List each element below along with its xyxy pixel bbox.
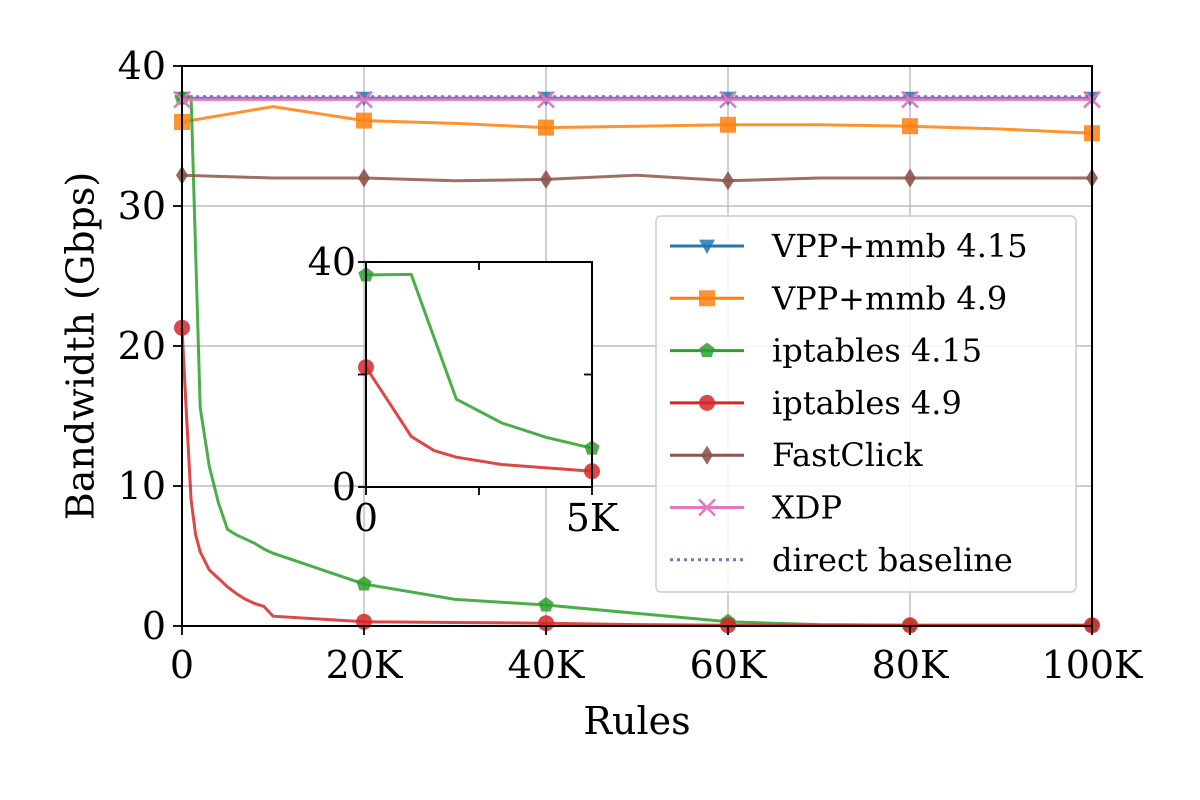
- legend-label: iptables 4.15: [772, 332, 982, 370]
- data-point-vpp-mmb-4-9: [720, 116, 736, 133]
- legend-marker: [699, 239, 715, 254]
- data-point-fastclick: [540, 169, 552, 189]
- inset-x-tick-label: 0: [354, 496, 378, 540]
- legend-label: direct baseline: [772, 541, 1013, 579]
- inset-x-tick-label: 5K: [566, 496, 619, 540]
- data-point-iptables-4-9: [538, 615, 554, 632]
- data-point-xdp: [719, 90, 737, 109]
- legend-entry-vpp-mmb-4-15: VPP+mmb 4.15: [670, 227, 1028, 265]
- data-point-iptables-4-15: [538, 597, 554, 612]
- inset-y-tick-label: 40: [308, 240, 356, 284]
- x-tick-label: 40K: [508, 643, 585, 687]
- legend-marker: [699, 342, 715, 358]
- x-tick-label: 0: [170, 643, 194, 687]
- main-axis-ticks: 0 20K 40K 60K 80K 100K 0 10 20 30 40: [118, 44, 1143, 687]
- y-tick-label: 0: [142, 604, 166, 648]
- x-axis-title: Rules: [583, 699, 690, 743]
- x-tick-label: 60K: [690, 643, 767, 687]
- y-tick-label: 20: [118, 324, 166, 368]
- inset-background: [366, 262, 592, 487]
- legend-marker: [698, 498, 716, 517]
- data-point-fastclick: [358, 168, 370, 188]
- legend-label: iptables 4.9: [772, 384, 962, 422]
- legend-label: VPP+mmb 4.15: [771, 227, 1028, 265]
- legend-label: XDP: [772, 489, 842, 527]
- inset-y-tick-label: 0: [332, 465, 356, 509]
- y-tick-label: 40: [118, 44, 166, 88]
- series-fastclick: [176, 165, 1098, 191]
- inset-plot: 0 5K 0 40: [308, 240, 619, 540]
- legend-box: [655, 215, 1077, 593]
- legend-marker: [701, 445, 713, 465]
- data-point-xdp: [537, 90, 555, 109]
- y-tick-label: 10: [118, 464, 166, 508]
- series-line-vpp-mmb-4-9: [181, 105, 1093, 135]
- legend-marker: [699, 394, 715, 411]
- y-axis-title: Bandwidth (Gbps): [59, 172, 103, 520]
- series-vpp-mmb-4-9: [174, 105, 1100, 142]
- legend-entry-xdp: XDP: [670, 489, 842, 527]
- data-point-xdp: [355, 90, 373, 109]
- data-point-vpp-mmb-4-9: [902, 118, 918, 135]
- series-line-iptables-4-15: [182, 94, 1092, 627]
- legend-entry-fastclick: FastClick: [670, 436, 923, 474]
- data-point-vpp-mmb-4-9: [538, 119, 554, 136]
- data-point-iptables-4-15: [356, 576, 372, 591]
- series-xdp: [173, 90, 1101, 109]
- legend-label: FastClick: [772, 436, 923, 474]
- legend-marker: [699, 290, 715, 307]
- data-point-fastclick: [904, 168, 916, 188]
- data-point-fastclick: [722, 171, 734, 191]
- data-point-xdp: [901, 90, 919, 109]
- legend-entry-direct-baseline: direct baseline: [670, 541, 1013, 579]
- legend-entry-iptables-4-15: iptables 4.15: [670, 332, 982, 370]
- legend-entry-vpp-mmb-4-9: VPP+mmb 4.9: [670, 279, 1007, 317]
- legend-label: VPP+mmb 4.9: [771, 279, 1007, 317]
- series-line-fastclick: [181, 173, 1092, 183]
- data-point-vpp-mmb-4-9: [356, 112, 372, 129]
- inset-series-line-iptables-4-9: [364, 366, 593, 473]
- x-tick-label: 20K: [326, 643, 403, 687]
- legend-entry-iptables-4-9: iptables 4.9: [670, 384, 962, 422]
- inset-series-line-iptables-4-15: [365, 272, 593, 450]
- x-tick-label: 100K: [1042, 643, 1144, 687]
- legend: VPP+mmb 4.15 VPP+mmb 4.9 iptables 4.15 ipta…: [655, 215, 1077, 593]
- y-tick-label: 30: [118, 184, 166, 228]
- x-tick-label: 80K: [872, 643, 949, 687]
